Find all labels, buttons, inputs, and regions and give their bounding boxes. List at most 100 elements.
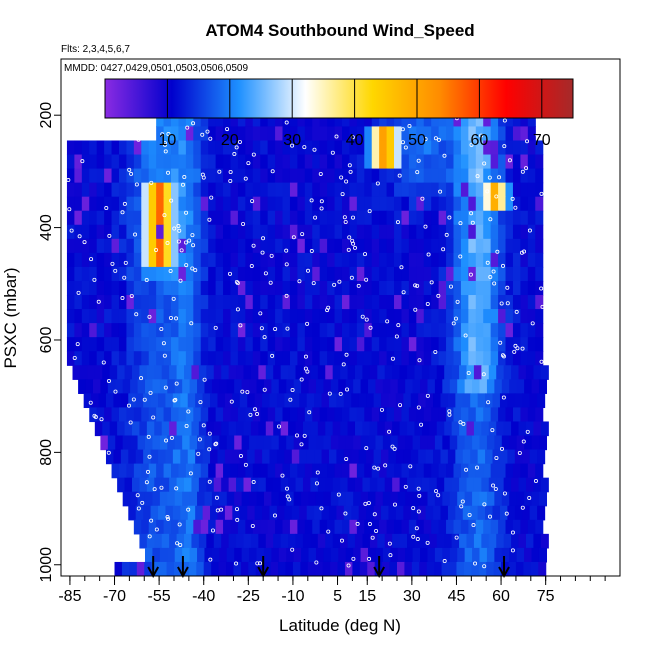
heatmap-cell xyxy=(356,196,365,212)
heatmap-cell xyxy=(319,323,328,338)
heatmap-cell xyxy=(237,266,246,282)
heatmap-cell xyxy=(499,505,508,521)
sample-marker xyxy=(171,296,176,301)
colorbar-tick-label: 30 xyxy=(283,132,301,149)
heatmap-cell xyxy=(202,505,211,521)
heatmap-cell xyxy=(356,266,365,282)
heatmap-cell xyxy=(208,168,217,184)
heatmap-cell xyxy=(392,533,401,549)
heatmap-cell xyxy=(304,140,313,156)
heatmap-cell xyxy=(421,533,430,549)
heatmap-cell xyxy=(431,224,440,240)
heatmap-cell xyxy=(490,210,499,226)
heatmap-cell xyxy=(197,435,206,451)
heatmap-cell xyxy=(204,547,213,563)
sample-marker xyxy=(178,542,183,547)
heatmap-cell xyxy=(511,477,520,493)
heatmap-cell xyxy=(356,210,365,226)
heatmap-cell xyxy=(527,154,536,170)
heatmap-cell xyxy=(200,126,209,142)
heatmap-cell xyxy=(260,351,269,366)
heatmap-cell xyxy=(289,407,298,423)
heatmap-cell xyxy=(265,477,274,493)
heatmap-cell xyxy=(498,168,507,184)
heatmap-cell xyxy=(270,561,279,576)
heatmap-cell xyxy=(356,519,365,535)
heatmap-cell xyxy=(466,421,475,437)
heatmap-cell xyxy=(260,337,269,352)
heatmap-cell xyxy=(215,112,224,128)
heatmap-cell xyxy=(460,407,469,423)
heatmap-cell xyxy=(267,295,276,310)
heatmap-cell xyxy=(512,280,521,296)
heatmap-cell xyxy=(366,393,375,409)
heatmap-cell xyxy=(197,379,206,394)
heatmap-cell xyxy=(66,351,75,366)
heatmap-cell xyxy=(379,280,388,296)
heatmap-cell xyxy=(237,309,246,324)
heatmap-cell xyxy=(341,519,351,535)
sample-marker xyxy=(319,506,324,511)
heatmap-cell xyxy=(124,365,133,380)
heatmap-cell xyxy=(133,323,142,338)
sample-marker xyxy=(88,400,93,405)
sample-marker xyxy=(207,447,212,452)
heatmap-cell xyxy=(460,252,469,268)
heatmap-cell xyxy=(366,449,375,465)
heatmap-cell xyxy=(364,295,373,310)
heatmap-cell xyxy=(122,491,131,507)
heatmap-cell xyxy=(312,252,321,268)
heatmap-cell xyxy=(161,421,170,437)
heatmap-cell xyxy=(193,519,202,535)
heatmap-cell xyxy=(247,449,256,465)
heatmap-cell xyxy=(193,182,202,198)
heatmap-cell xyxy=(66,266,75,282)
heatmap-cell xyxy=(146,533,155,549)
sample-marker xyxy=(122,275,127,280)
sample-marker xyxy=(314,560,319,565)
heatmap-cell xyxy=(289,280,298,296)
heatmap-cell xyxy=(349,196,358,212)
heatmap-cell xyxy=(396,561,406,576)
heatmap-cell xyxy=(245,126,254,142)
heatmap-cell xyxy=(379,224,388,240)
heatmap-cell xyxy=(327,252,336,268)
sample-marker xyxy=(429,280,434,285)
sample-marker xyxy=(66,178,71,183)
heatmap-cell xyxy=(423,252,432,268)
sample-marker xyxy=(411,534,416,539)
heatmap-cell xyxy=(373,449,382,465)
sample-marker xyxy=(423,137,428,142)
heatmap-cell xyxy=(118,351,128,366)
heatmap-cell xyxy=(401,295,410,310)
heatmap-cell xyxy=(208,182,217,198)
sample-marker xyxy=(200,132,205,137)
sample-marker xyxy=(400,127,405,132)
heatmap-cell xyxy=(185,210,194,226)
heatmap-cell xyxy=(395,393,404,409)
heatmap-cell xyxy=(408,196,417,212)
heatmap-cell xyxy=(325,477,334,493)
heatmap-cell xyxy=(237,140,246,156)
heatmap-cell xyxy=(455,393,464,409)
heatmap-cell xyxy=(447,449,456,465)
heatmap-cell xyxy=(74,182,83,198)
sample-marker xyxy=(351,556,356,561)
heatmap-cell xyxy=(275,112,284,128)
heatmap-cell xyxy=(390,491,399,507)
heatmap-cell xyxy=(438,126,447,142)
heatmap-cell xyxy=(505,351,514,366)
heatmap-cell xyxy=(126,295,135,310)
heatmap-cell xyxy=(382,547,391,563)
sample-marker xyxy=(280,473,285,478)
heatmap-cell xyxy=(319,140,328,156)
sample-marker xyxy=(416,158,421,163)
sample-marker xyxy=(497,175,502,180)
heatmap-cell xyxy=(96,323,105,338)
heatmap-cell xyxy=(96,140,105,156)
sample-marker xyxy=(520,169,525,174)
heatmap-cell xyxy=(189,379,198,394)
heatmap-cell xyxy=(312,140,321,156)
sample-marker xyxy=(460,499,465,504)
heatmap-cell xyxy=(394,126,403,142)
